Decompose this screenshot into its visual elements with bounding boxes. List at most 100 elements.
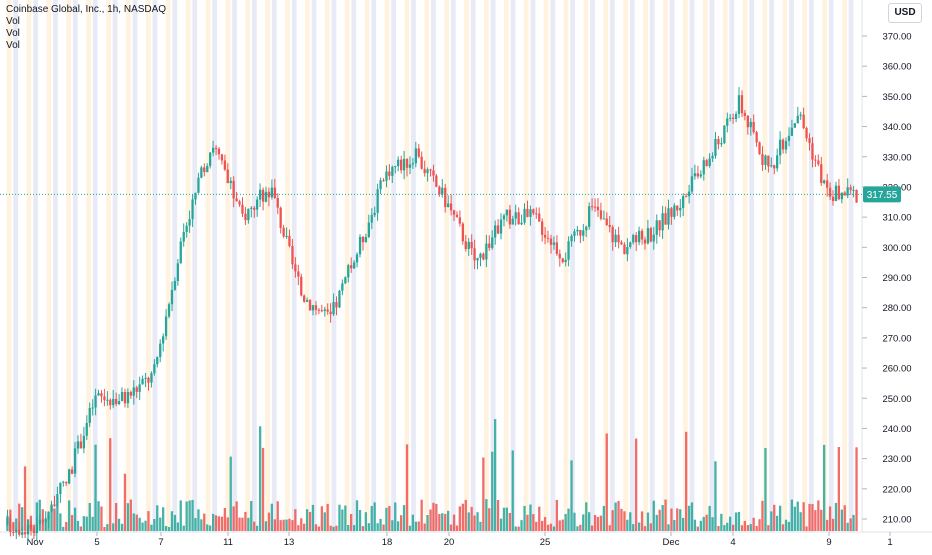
volume-bar [85,516,88,531]
candle [555,242,558,254]
x-tick-label: 18 [382,537,393,548]
volume-bar [353,525,356,531]
candle [253,207,256,210]
volume-bar [288,518,291,531]
volume-bar [361,526,365,531]
candle [693,173,697,177]
candle [167,304,171,317]
session-band [590,0,595,532]
session-band [26,0,32,532]
volume-bar [379,518,382,531]
candle [182,232,185,242]
x-tick-label: 5 [94,537,99,548]
session-band [285,0,290,532]
candle [176,263,179,281]
candle [347,265,350,278]
session-band [822,0,827,532]
session-band [66,0,72,532]
session-band [762,0,768,532]
volume-bar [599,515,603,531]
candle [200,167,203,178]
candle [256,199,259,210]
candle [532,209,535,214]
volume-bar [282,519,285,531]
volume-bar [23,466,27,531]
volume-bar [294,509,297,531]
volume-bar [529,504,532,531]
candle [623,244,626,255]
volume-bar [805,526,808,531]
session-band [809,0,814,532]
volume-bar [643,526,647,531]
session-band [291,0,297,532]
volume-bar [123,473,127,531]
volume-bar [611,510,614,531]
session-band [305,0,310,532]
candle [699,174,702,177]
candle [676,205,679,211]
candle [828,187,832,197]
volume-bar [6,516,9,531]
candle [811,143,814,160]
candle [179,241,182,264]
candle [344,277,347,284]
candle [135,387,138,392]
candle [358,236,362,255]
candle [291,246,294,265]
candle [338,290,341,308]
session-band [729,0,735,532]
candle [479,253,482,258]
volume-bar [817,500,820,531]
volume-bar [167,527,171,531]
candle [47,511,50,520]
volume-bar [423,523,426,531]
candle [855,189,858,203]
volume-bar [549,523,553,531]
volume-bar [711,517,714,531]
volume-bar [170,511,174,531]
candle [56,494,59,506]
volume-bar [526,514,529,531]
volume-bar [103,527,106,531]
session-band [789,0,794,532]
candle [82,435,85,449]
currency-button[interactable]: USD [888,3,922,23]
volume-bar [91,516,94,531]
volume-bar [241,517,244,531]
y-tick-label: 260.00 [882,364,911,375]
candle [564,259,567,263]
volume-bar [699,520,702,531]
volume-bar [29,515,33,531]
volume-bar [285,519,288,531]
candle [267,191,271,198]
volume-bar [414,521,417,531]
session-band [391,0,396,532]
volume-bar [138,517,141,531]
candle [270,187,273,198]
x-tick-label: 20 [444,537,455,548]
candle [206,166,209,173]
candle [767,155,770,167]
volume-bar [259,426,262,531]
volume-bar [402,505,406,531]
candle [194,192,197,200]
x-tick-label: 13 [284,537,295,548]
volume-bar [350,514,353,531]
candle [444,187,447,208]
candle [708,158,711,166]
volume-bar [749,524,752,531]
volume-bar [826,519,829,531]
y-tick-label: 310.00 [882,213,911,224]
candle [417,148,420,157]
session-band [464,0,469,532]
volume-bar [608,525,611,531]
candle [212,147,215,153]
volume-bar [303,523,306,531]
volume-bar [687,505,691,531]
chart-title: Coinbase Global, Inc., 1h, NASDAQ [6,4,167,15]
candle [579,229,582,236]
candle [608,225,611,228]
volume-bar [567,508,570,531]
